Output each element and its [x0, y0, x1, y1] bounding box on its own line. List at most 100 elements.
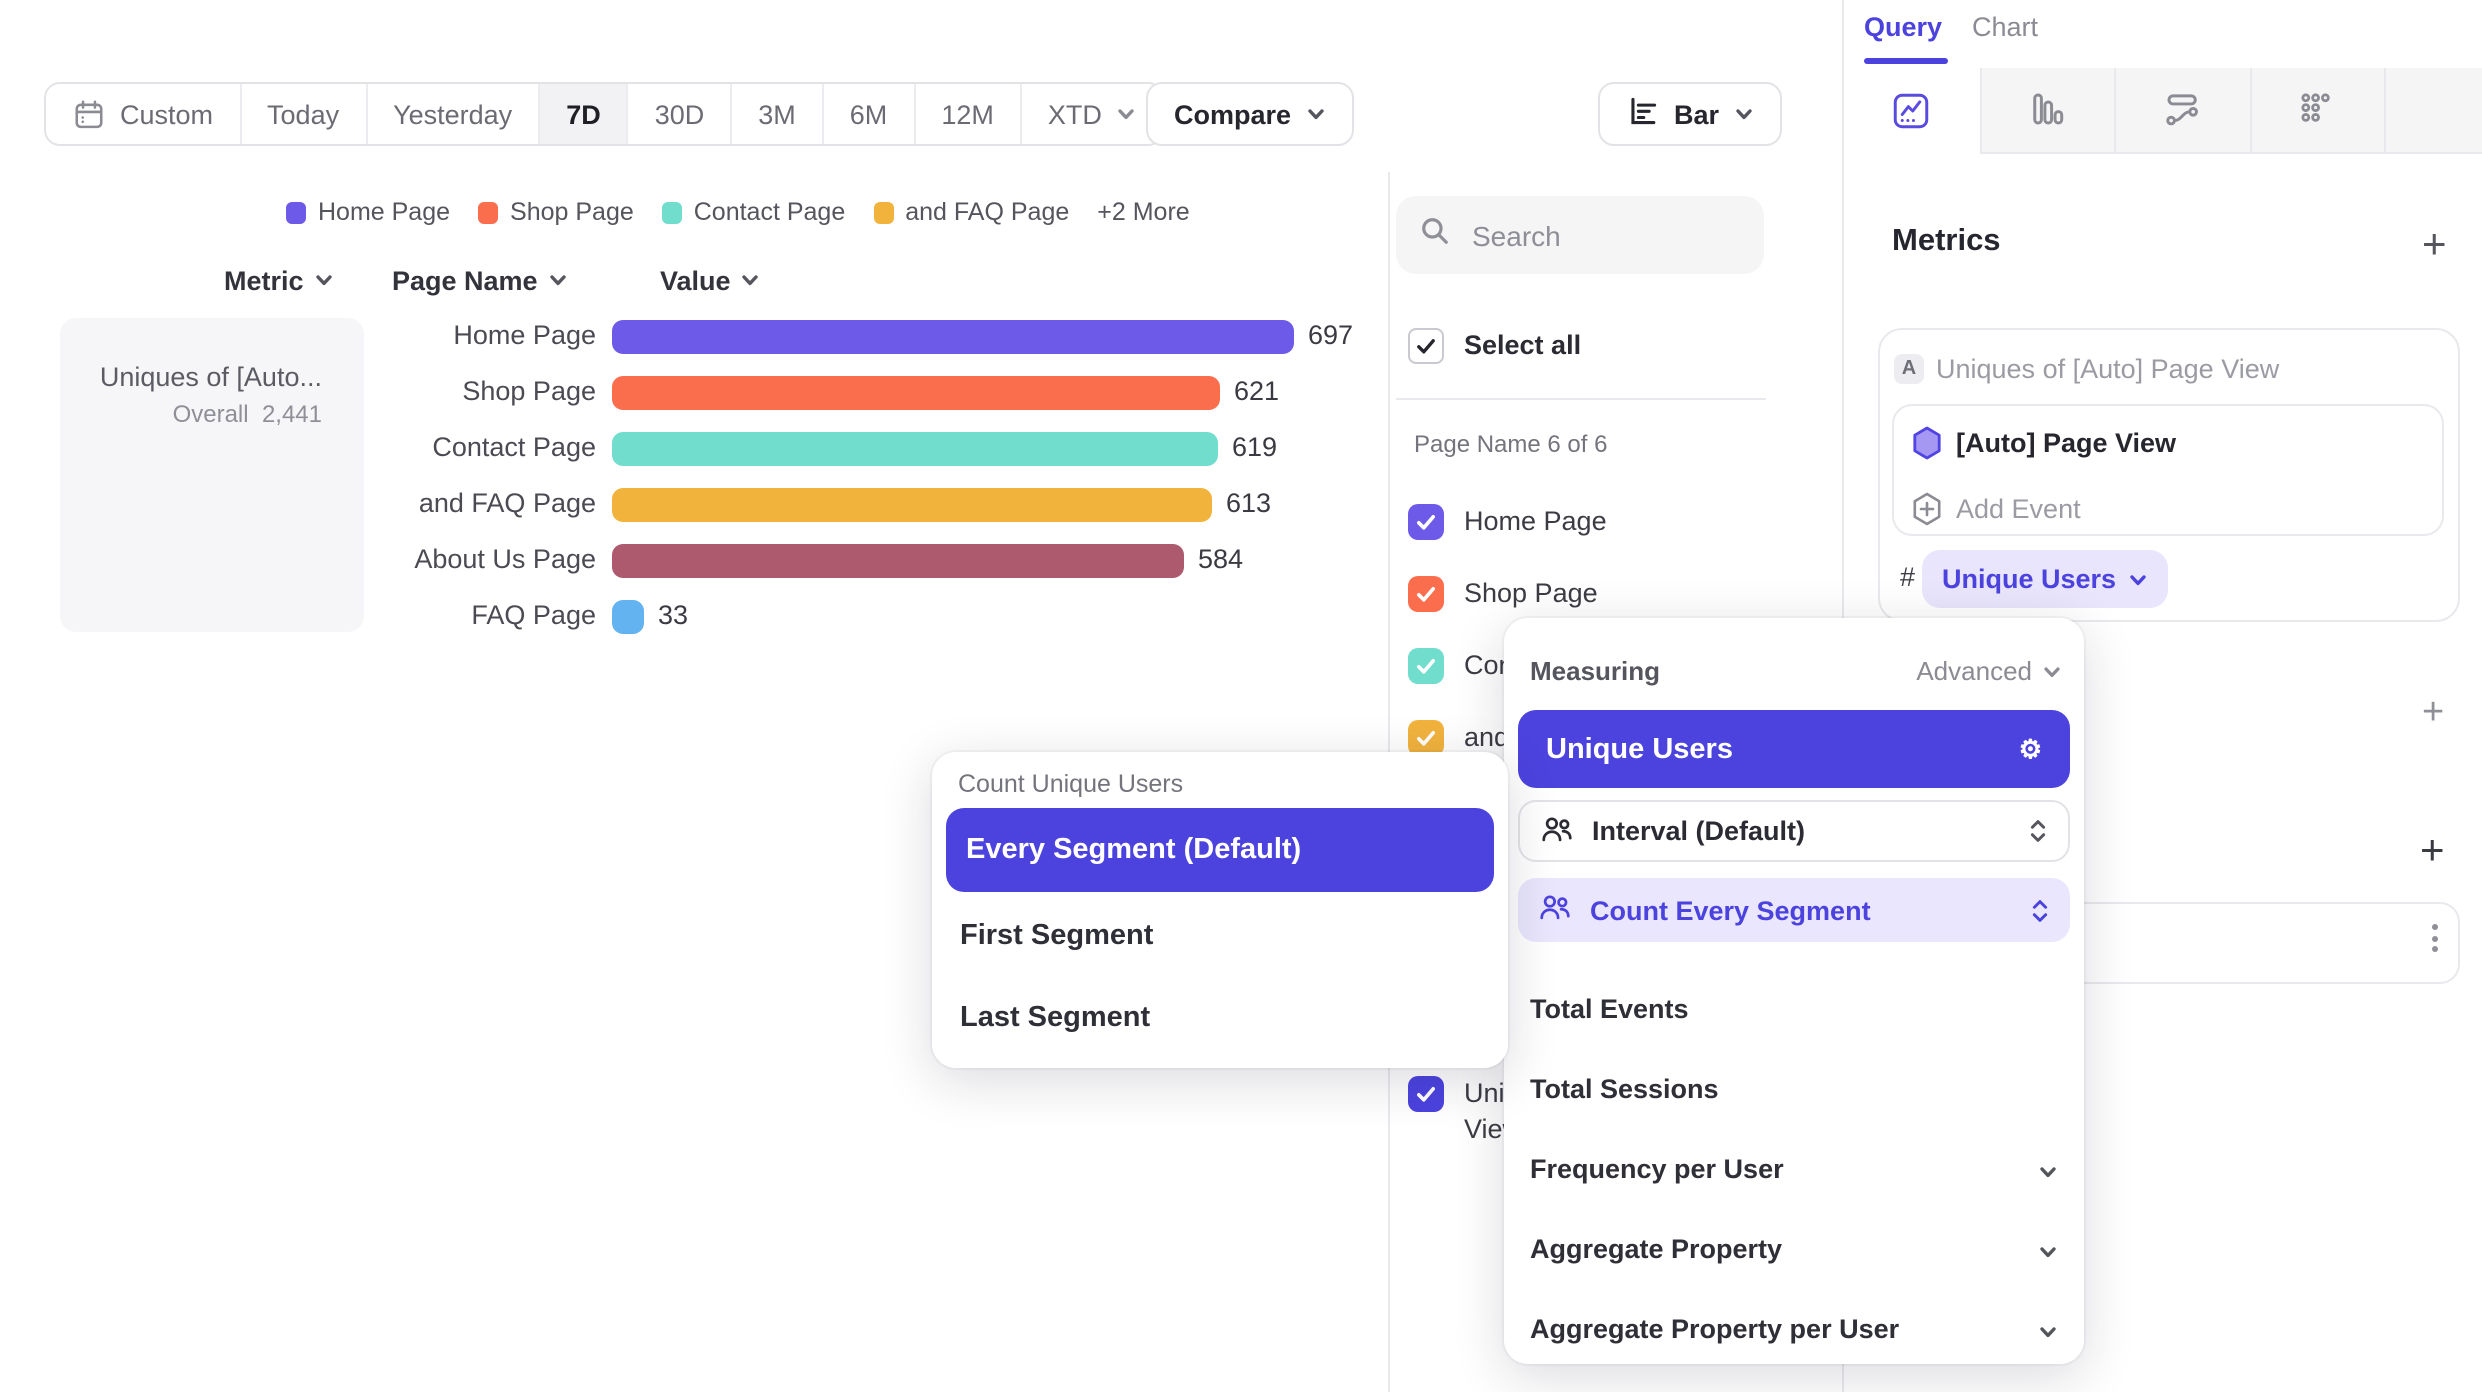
- date-range-control: Custom Today Yesterday 7D 30D 3M 6M 12M XTD: [44, 82, 1164, 146]
- measuring-item-total-sessions[interactable]: Total Sessions: [1530, 1074, 1719, 1104]
- kebab-menu-icon[interactable]: [2432, 924, 2438, 952]
- divider: [1396, 398, 1766, 400]
- chart-legend: Home Page Shop Page Contact Page and FAQ Pa…: [286, 198, 1190, 226]
- chart-type-tabs: [1844, 67, 2482, 154]
- row-label: Shop Page: [462, 376, 596, 406]
- search-icon: [1420, 215, 1450, 255]
- chart-type-label: Bar: [1674, 99, 1720, 129]
- measure-option-unique-users[interactable]: Unique Users ⚙: [1518, 710, 2070, 788]
- grid-dots-icon: [2301, 93, 2331, 123]
- column-header-value[interactable]: Value: [660, 266, 761, 296]
- chart-type-button[interactable]: Bar: [1598, 82, 1782, 146]
- chevron-down-icon: [1733, 99, 1753, 129]
- date-range-6m[interactable]: 6M: [823, 84, 916, 144]
- date-range-today[interactable]: Today: [241, 84, 368, 144]
- chevron-down-icon: [2130, 574, 2146, 585]
- tab-retention-chart[interactable]: [2249, 67, 2384, 154]
- date-range-yesterday[interactable]: Yesterday: [367, 84, 541, 144]
- column-header-metric[interactable]: Metric: [224, 266, 334, 296]
- measurement-selector[interactable]: Unique Users: [1922, 550, 2169, 608]
- segment-option-first-segment[interactable]: First Segment: [960, 920, 1154, 952]
- metric-filter-checkbox[interactable]: [1408, 1076, 1444, 1112]
- bar-about-us-page[interactable]: [612, 543, 1184, 577]
- legend-item[interactable]: Home Page: [286, 198, 450, 226]
- row-label: About Us Page: [414, 544, 596, 574]
- tab-insights-chart[interactable]: [1844, 67, 1979, 154]
- tab-query[interactable]: Query: [1864, 12, 1943, 42]
- tab-bar-chart[interactable]: [1979, 67, 2114, 154]
- event-name[interactable]: [Auto] Page View: [1956, 428, 2177, 458]
- bar-value: 584: [1198, 544, 1244, 574]
- bar-home-page[interactable]: [612, 319, 1294, 353]
- filter-checkbox-and-faq-page[interactable]: [1408, 720, 1444, 756]
- date-range-3m[interactable]: 3M: [732, 84, 824, 144]
- metric-letter-badge: A: [1894, 354, 1924, 384]
- filter-checkbox-home-page[interactable]: [1408, 504, 1444, 540]
- filter-checkbox-contact-page[interactable]: [1408, 648, 1444, 684]
- search-box[interactable]: [1396, 196, 1764, 274]
- row-label: Contact Page: [432, 432, 596, 462]
- user-group-icon: [1538, 890, 1572, 930]
- row-label: and FAQ Page: [418, 488, 596, 518]
- segment-option-selected[interactable]: Every Segment (Default): [946, 808, 1494, 892]
- filter-label: Home Page: [1464, 506, 1607, 536]
- add-breakdown-button[interactable]: +: [2408, 826, 2452, 878]
- add-filter-button[interactable]: +: [2410, 690, 2454, 738]
- date-range-7d[interactable]: 7D: [540, 84, 629, 144]
- sorter-icon: [2028, 816, 2048, 846]
- measuring-item-frequency-per-user[interactable]: Frequency per User: [1530, 1154, 1784, 1184]
- add-event-hexagon-icon: [1912, 492, 1942, 536]
- legend-item[interactable]: Shop Page: [478, 198, 634, 226]
- tab-row-filler: [2384, 67, 2482, 154]
- add-metric-button[interactable]: +: [2410, 220, 2454, 272]
- legend-item[interactable]: and FAQ Page: [873, 198, 1069, 226]
- hash-icon: #: [1900, 562, 1916, 592]
- filter-checkbox-shop-page[interactable]: [1408, 576, 1444, 612]
- select-all-checkbox[interactable]: [1408, 328, 1444, 364]
- horizontal-bar-chart-icon: [1626, 94, 1660, 134]
- filter-label: Shop Page: [1464, 578, 1598, 608]
- chevron-down-icon: [2038, 1316, 2058, 1352]
- chevron-down-icon: [1305, 99, 1325, 129]
- bar-and-faq-page[interactable]: [612, 487, 1212, 521]
- active-tab-underline: [1864, 57, 1948, 64]
- bar-contact-page[interactable]: [612, 431, 1218, 465]
- tab-chart[interactable]: Chart: [1972, 12, 2039, 42]
- chevron-down-icon: [2038, 1236, 2058, 1272]
- legend-more[interactable]: +2 More: [1097, 198, 1190, 226]
- date-range-xtd[interactable]: XTD: [1021, 84, 1162, 144]
- legend-item[interactable]: Contact Page: [661, 198, 845, 226]
- compare-button[interactable]: Compare: [1146, 82, 1354, 146]
- bar-faq-page[interactable]: [612, 599, 644, 633]
- legend-swatch: [873, 201, 894, 223]
- bar-value: 613: [1226, 488, 1272, 518]
- advanced-toggle[interactable]: Advanced: [1916, 656, 2062, 686]
- add-event-label[interactable]: Add Event: [1956, 494, 2081, 524]
- chevron-down-icon: [314, 266, 334, 296]
- bar-value: 697: [1308, 320, 1354, 350]
- metric-cell[interactable]: Uniques of [Auto... Overall 2,441: [60, 318, 364, 632]
- bar-value: 33: [658, 600, 689, 630]
- date-range-custom[interactable]: Custom: [46, 84, 242, 144]
- measuring-item-total-events[interactable]: Total Events: [1530, 994, 1689, 1024]
- chevron-down-icon: [2044, 666, 2060, 676]
- segment-option-last-segment[interactable]: Last Segment: [960, 1002, 1151, 1034]
- column-header-page-name[interactable]: Page Name: [392, 266, 568, 296]
- segment-count-popup: Count Unique Users Every Segment (Defaul…: [932, 752, 1508, 1068]
- bar-value: 621: [1234, 376, 1280, 406]
- bar-shop-page[interactable]: [612, 375, 1220, 409]
- bar-chart-icon: [2033, 94, 2064, 125]
- chevron-down-icon: [1116, 104, 1136, 124]
- measuring-item-aggregate-property-per-user[interactable]: Aggregate Property per User: [1530, 1314, 1900, 1344]
- gear-icon[interactable]: ⚙: [2018, 733, 2042, 763]
- date-range-30d[interactable]: 30D: [628, 84, 733, 144]
- compare-label: Compare: [1174, 99, 1292, 129]
- measuring-item-aggregate-property[interactable]: Aggregate Property: [1530, 1234, 1783, 1264]
- interval-control[interactable]: Interval (Default): [1518, 800, 2070, 862]
- segment-mode-control[interactable]: Count Every Segment: [1518, 878, 2070, 942]
- metrics-heading: Metrics: [1892, 224, 2001, 258]
- date-range-12m[interactable]: 12M: [915, 84, 1022, 144]
- tab-flows-chart[interactable]: [2114, 67, 2249, 154]
- search-input[interactable]: [1468, 217, 1716, 253]
- chevron-down-icon: [741, 266, 761, 296]
